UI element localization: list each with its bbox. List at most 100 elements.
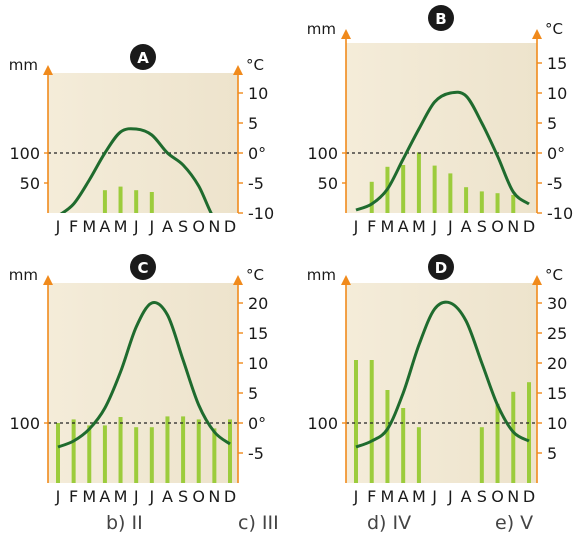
month-label: J: [148, 487, 154, 506]
precipitation-bar: [401, 165, 406, 213]
precipitation-bar: [448, 173, 453, 213]
temp-tick-label: -5: [248, 174, 264, 193]
answer-option-c: c) III: [238, 512, 279, 534]
chart-badge: [428, 5, 454, 31]
month-label: J: [55, 217, 61, 236]
month-label: A: [162, 487, 173, 506]
month-label: J: [55, 487, 61, 506]
month-label: J: [133, 487, 139, 506]
month-label: M: [381, 217, 395, 236]
temp-tick-label: 10: [547, 414, 567, 433]
month-label: M: [114, 217, 128, 236]
precip-unit-label: mm: [9, 266, 38, 284]
precip-unit-label: mm: [307, 266, 336, 284]
month-label: A: [99, 217, 110, 236]
month-label: N: [507, 487, 519, 506]
precipitation-bar: [464, 187, 469, 213]
month-label: F: [69, 217, 78, 236]
month-label: M: [82, 217, 96, 236]
temp-axis-arrow: [233, 275, 243, 285]
precipitation-bar: [212, 428, 217, 483]
month-label: J: [353, 217, 359, 236]
temp-tick-label: 30: [547, 294, 567, 313]
precip-unit-label: mm: [9, 56, 38, 74]
temp-tick-label: 5: [248, 114, 258, 133]
precip-tick-label: 50: [20, 174, 40, 193]
month-label: M: [412, 487, 426, 506]
chart-title: C: [137, 259, 148, 277]
temp-unit-label: °C: [246, 266, 264, 284]
precip-axis-arrow: [43, 65, 53, 75]
precipitation-bar: [102, 425, 107, 483]
precipitation-bar: [385, 390, 390, 483]
precip-unit-label: mm: [307, 20, 336, 38]
month-label: S: [178, 217, 188, 236]
precipitation-bar: [87, 425, 92, 483]
temp-unit-label: °C: [545, 20, 563, 38]
precipitation-bar: [71, 419, 76, 483]
plot-area: [48, 73, 238, 213]
precipitation-bar: [511, 195, 516, 213]
month-label: N: [208, 487, 220, 506]
month-label: S: [477, 217, 487, 236]
precip-tick-label: 100: [9, 144, 40, 163]
chart-badge: [130, 44, 156, 70]
month-label: M: [381, 487, 395, 506]
month-label: D: [523, 487, 535, 506]
precipitation-bar: [181, 416, 186, 483]
precipitation-bar: [416, 152, 421, 213]
answer-option-e: e) V: [495, 512, 534, 534]
month-label: J: [447, 487, 453, 506]
precipitation-bar: [196, 419, 201, 483]
precipitation-bar: [102, 190, 107, 213]
temp-tick-label: 15: [547, 54, 567, 73]
precipitation-bar: [432, 165, 437, 213]
month-label: N: [507, 217, 519, 236]
month-label: S: [178, 487, 188, 506]
month-label: O: [192, 487, 205, 506]
precip-axis-arrow: [341, 275, 351, 285]
month-label: F: [367, 487, 376, 506]
answer-option-b: b) II: [106, 512, 143, 534]
month-label: F: [367, 217, 376, 236]
answer-option-d: d) IV: [367, 512, 412, 534]
precip-axis-arrow: [341, 29, 351, 39]
month-label: A: [461, 487, 472, 506]
temp-tick-label: 10: [248, 354, 268, 373]
month-label: M: [82, 487, 96, 506]
precipitation-bar: [134, 427, 139, 483]
month-label: J: [431, 217, 437, 236]
temperature-line: [59, 127, 213, 213]
month-label: D: [523, 217, 535, 236]
chart-title: B: [435, 10, 446, 28]
plot-area: [346, 283, 537, 483]
month-label: A: [398, 217, 409, 236]
month-label: O: [491, 487, 504, 506]
temp-unit-label: °C: [246, 56, 264, 74]
temp-tick-label: 5: [248, 384, 258, 403]
precip-axis-arrow: [43, 275, 53, 285]
month-label: J: [431, 487, 437, 506]
month-label: D: [224, 487, 236, 506]
chart-title: A: [137, 49, 149, 67]
precipitation-bar: [149, 427, 154, 483]
temp-axis-arrow: [233, 65, 243, 75]
month-label: D: [224, 217, 236, 236]
month-label: M: [412, 217, 426, 236]
precipitation-bar: [495, 193, 500, 213]
precipitation-bar: [416, 427, 421, 483]
temp-tick-label: -10: [547, 204, 573, 223]
temperature-line: [57, 301, 231, 449]
month-label: A: [461, 217, 472, 236]
precipitation-bar: [118, 186, 123, 213]
precipitation-bar: [369, 360, 374, 483]
month-label: A: [162, 217, 173, 236]
month-label: J: [133, 217, 139, 236]
temperature-line: [355, 300, 530, 449]
plot-area: [346, 43, 537, 213]
precip-tick-label: 100: [307, 414, 338, 433]
precipitation-bar: [165, 416, 170, 483]
